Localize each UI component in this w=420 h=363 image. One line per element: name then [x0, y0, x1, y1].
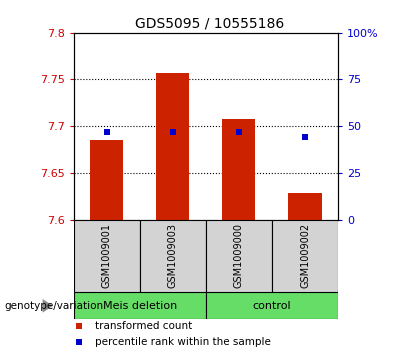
Bar: [272, 220, 338, 292]
Polygon shape: [43, 299, 53, 313]
Text: percentile rank within the sample: percentile rank within the sample: [94, 337, 270, 347]
Bar: [222, 119, 255, 220]
Text: GSM1009001: GSM1009001: [102, 223, 112, 289]
Text: genotype/variation: genotype/variation: [4, 301, 103, 311]
Bar: [206, 220, 272, 292]
Bar: [156, 73, 189, 220]
Bar: [289, 193, 322, 220]
Bar: [206, 292, 338, 319]
Text: GDS5095 / 10555186: GDS5095 / 10555186: [135, 16, 285, 30]
Bar: [74, 292, 206, 319]
Text: transformed count: transformed count: [94, 321, 192, 331]
Bar: [74, 220, 139, 292]
Text: GSM1009000: GSM1009000: [234, 223, 244, 289]
Bar: [90, 140, 123, 220]
Bar: [139, 220, 206, 292]
Text: control: control: [253, 301, 291, 311]
Text: Meis deletion: Meis deletion: [102, 301, 177, 311]
Text: GSM1009002: GSM1009002: [300, 223, 310, 289]
Text: GSM1009003: GSM1009003: [168, 223, 178, 289]
